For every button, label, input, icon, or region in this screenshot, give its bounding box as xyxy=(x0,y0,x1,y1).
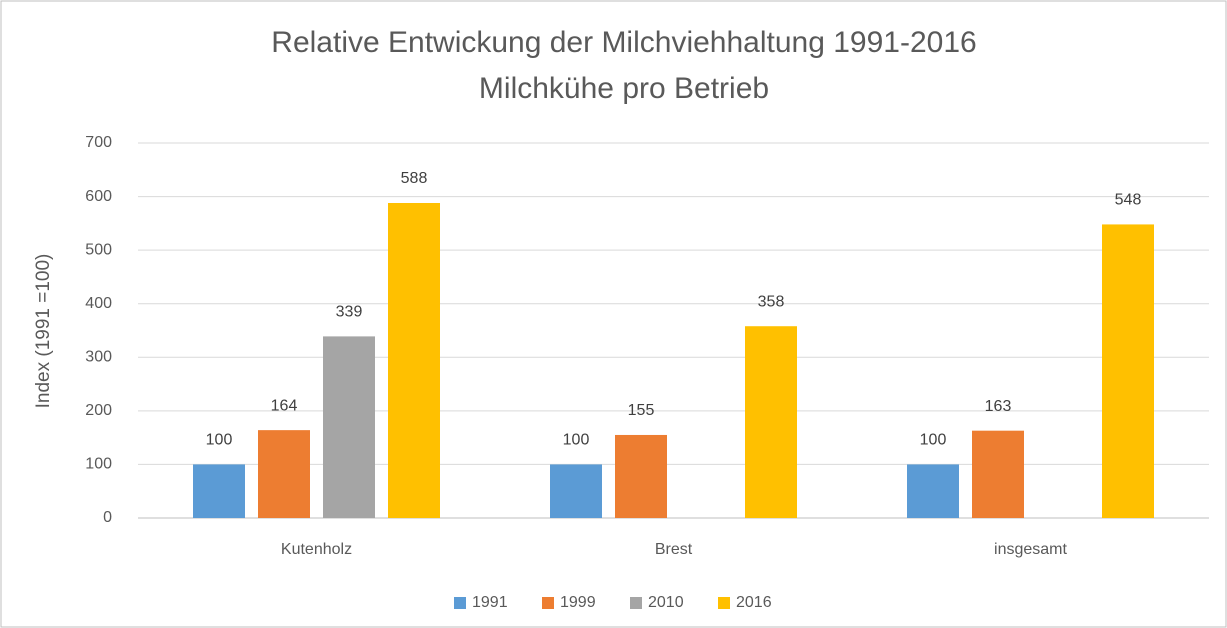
data-label: 155 xyxy=(628,402,655,419)
legend-label: 2016 xyxy=(736,594,772,611)
x-tick-label: insgesamt xyxy=(994,541,1067,558)
bar xyxy=(615,434,667,518)
chart-title: Relative Entwickung der Milchviehhaltung… xyxy=(271,26,976,59)
chart-subtitle: Milchkühe pro Betrieb xyxy=(479,72,769,105)
bar xyxy=(1102,224,1154,518)
bar xyxy=(258,430,310,518)
data-label: 100 xyxy=(920,432,947,449)
legend-swatch xyxy=(454,597,466,609)
y-axis-label: Index (1991 =100) xyxy=(33,254,54,409)
y-tick-label: 700 xyxy=(85,134,112,151)
bar xyxy=(388,203,440,518)
bar xyxy=(745,326,797,518)
y-tick-label: 600 xyxy=(85,188,112,205)
bar xyxy=(193,464,245,518)
legend-label: 1999 xyxy=(560,594,596,611)
x-tick-label: Brest xyxy=(655,541,693,558)
bar xyxy=(972,430,1024,518)
legend-swatch xyxy=(630,597,642,609)
y-tick-label: 400 xyxy=(85,295,112,312)
bar xyxy=(550,464,602,518)
data-label: 164 xyxy=(271,397,298,414)
data-label: 588 xyxy=(401,170,428,187)
legend-swatch xyxy=(542,597,554,609)
bar xyxy=(907,464,959,518)
y-tick-label: 200 xyxy=(85,402,112,419)
data-label: 100 xyxy=(563,432,590,449)
bar xyxy=(323,336,375,518)
legend-label: 2010 xyxy=(648,594,684,611)
y-tick-label: 300 xyxy=(85,349,112,366)
y-tick-label: 500 xyxy=(85,241,112,258)
y-tick-label: 100 xyxy=(85,456,112,473)
data-label: 339 xyxy=(336,304,363,321)
legend-swatch xyxy=(718,597,730,609)
x-tick-label: Kutenholz xyxy=(281,541,352,558)
data-label: 548 xyxy=(1115,192,1142,209)
data-label: 358 xyxy=(758,293,785,310)
data-label: 100 xyxy=(206,432,233,449)
data-label: 163 xyxy=(985,398,1012,415)
y-tick-label: 0 xyxy=(103,509,112,526)
legend-label: 1991 xyxy=(472,594,508,611)
